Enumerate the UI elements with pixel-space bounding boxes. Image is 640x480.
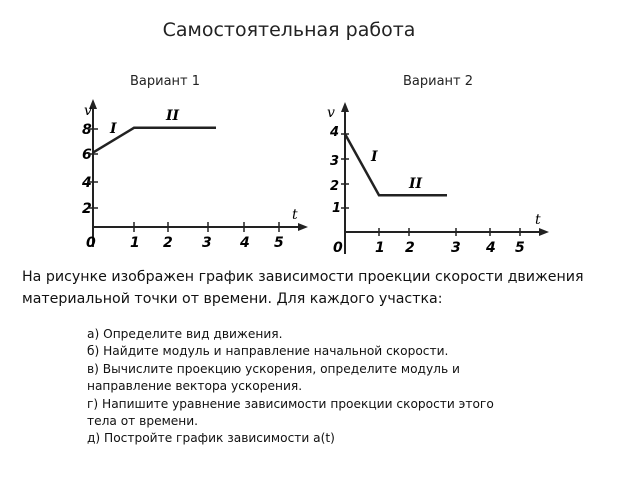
task-list: а) Определите вид движения. б) Найдите м… (87, 326, 527, 448)
x-tick: 1 (375, 240, 385, 256)
x-axis-label: t (535, 212, 541, 228)
x-axis-label: t (292, 207, 298, 223)
x-tick: 1 (130, 235, 140, 251)
y-axis-arrow (89, 99, 97, 109)
problem-statement: На рисунке изображен график зависимости … (22, 269, 584, 307)
segment-label: I (109, 121, 117, 137)
x-tick: 0 (333, 240, 343, 256)
x-tick: 2 (405, 240, 415, 256)
x-tick: 5 (515, 240, 525, 256)
y-tick: 2 (82, 201, 92, 217)
y-tick: 6 (82, 147, 92, 163)
y-tick: 1 (332, 201, 341, 216)
task-item: д) Постройте график зависимости а(t) (87, 431, 335, 446)
y-tick: 8 (82, 122, 92, 138)
x-tick: 4 (485, 240, 496, 256)
y-axis-label: v (327, 105, 335, 121)
segment-label: II (408, 176, 423, 192)
task-item: в) Вычислите проекцию ускорения, определ… (87, 361, 460, 394)
x-tick: 2 (163, 235, 173, 251)
x-tick: 3 (202, 235, 212, 251)
task-item: г) Напишите уравнение зависимости проекц… (87, 396, 494, 429)
velocity-line (343, 133, 447, 197)
variant-2-label: Вариант 2 (403, 74, 474, 89)
y-tick: 4 (81, 175, 92, 191)
y-tick: 3 (330, 154, 339, 169)
y-tick: 2 (330, 179, 339, 194)
y-tick: 4 (329, 125, 339, 140)
variant-2-graph: v t 1 2 3 4 0 1 2 3 4 5 I II (327, 102, 549, 256)
task-item: б) Найдите модуль и направление начально… (87, 344, 449, 359)
x-axis-arrow (298, 223, 308, 231)
x-tick: 4 (239, 235, 250, 251)
y-axis-label: v (84, 103, 92, 119)
segment-label: II (165, 108, 180, 124)
x-tick: 0 (86, 235, 96, 251)
segment-label: I (370, 149, 378, 165)
variant-1-graph: v t 2 4 6 8 0 1 2 3 4 5 I II (81, 99, 308, 251)
x-tick: 3 (451, 240, 461, 256)
page-title: Самостоятельная работа (162, 19, 416, 41)
x-tick: 5 (274, 235, 284, 251)
y-axis-arrow (341, 102, 349, 112)
velocity-line (92, 126, 216, 154)
task-item: а) Определите вид движения. (87, 327, 283, 341)
x-axis-arrow (539, 228, 549, 236)
variant-1-label: Вариант 1 (130, 74, 201, 89)
